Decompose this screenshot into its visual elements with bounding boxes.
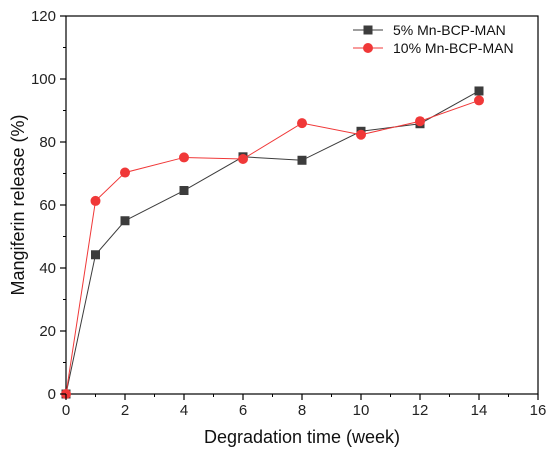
y-axis-title: Mangiferin release (%): [8, 114, 28, 295]
x-tick-label: 10: [353, 402, 370, 419]
x-tick-label: 8: [298, 402, 306, 419]
x-tick-label: 2: [121, 402, 129, 419]
legend-item: 5% Mn-BCP-MAN: [353, 22, 506, 38]
data-point: [120, 216, 130, 226]
x-tick-label: 6: [239, 402, 247, 419]
plot-area: [65, 15, 539, 395]
data-point: [297, 155, 307, 165]
legend: 5% Mn-BCP-MAN 10% Mn-BCP-MAN: [353, 22, 514, 56]
x-tick-label: 4: [180, 402, 188, 419]
data-point: [474, 86, 484, 96]
y-tick-label: 40: [39, 260, 56, 277]
legend-marker: [363, 25, 373, 35]
data-point: [474, 95, 484, 106]
y-tick-label: 100: [31, 71, 56, 88]
axis-layer: 0 2 4 6 8 10 12 14 16 0 20 40 60 80 100 120: [31, 8, 546, 419]
data-point: [356, 129, 366, 140]
x-tick-label: 16: [530, 402, 547, 419]
y-tick-label: 0: [48, 386, 56, 403]
x-axis-title: Degradation time (week): [204, 427, 400, 447]
y-tick-label: 20: [39, 323, 56, 340]
x-tick-label: 12: [412, 402, 429, 419]
legend-item: 10% Mn-BCP-MAN: [353, 40, 514, 56]
x-tick-label: 0: [62, 402, 70, 419]
data-point: [297, 118, 307, 129]
y-tick-label: 80: [39, 134, 56, 151]
legend-label: 5% Mn-BCP-MAN: [393, 22, 506, 38]
data-point: [91, 250, 100, 260]
legend-label: 10% Mn-BCP-MAN: [393, 40, 514, 56]
data-point: [90, 195, 101, 206]
y-tick-label: 60: [39, 197, 56, 214]
data-point: [415, 116, 425, 127]
data-point: [238, 154, 248, 165]
data-point: [120, 167, 130, 178]
y-tick-label: 120: [31, 8, 56, 25]
data-point: [179, 152, 189, 163]
data-point: [179, 186, 189, 196]
x-tick-label: 14: [471, 402, 488, 419]
legend-marker: [363, 43, 373, 53]
